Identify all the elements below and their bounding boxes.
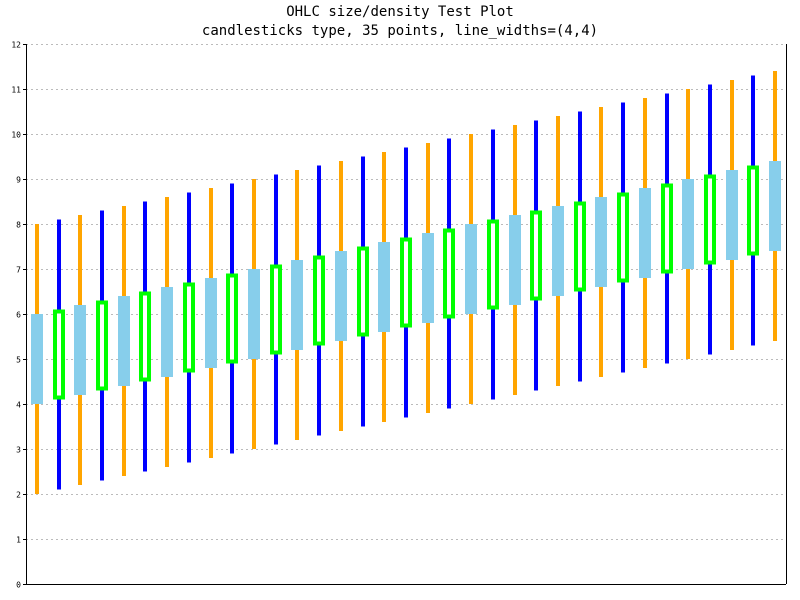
candlestick-down bbox=[661, 93, 673, 364]
y-tick-label: 6 bbox=[16, 311, 21, 320]
candle-body bbox=[96, 300, 108, 391]
y-tick-label: 12 bbox=[11, 41, 21, 50]
chart-subtitle: candlesticks type, 35 points, line_width… bbox=[201, 23, 599, 39]
candle-body bbox=[530, 210, 542, 301]
y-tick-label: 1 bbox=[16, 536, 21, 545]
candlestick-up bbox=[118, 206, 130, 476]
candlestick-up bbox=[465, 134, 477, 404]
y-tick-label: 11 bbox=[11, 86, 21, 95]
candlestick-down bbox=[226, 183, 238, 454]
candlestick-down bbox=[357, 156, 369, 427]
candlestick-up bbox=[726, 80, 738, 350]
candle-body bbox=[509, 215, 521, 305]
candlestick-up bbox=[205, 188, 217, 458]
candle-body bbox=[31, 314, 43, 404]
candle-body bbox=[661, 183, 673, 274]
candlestick-up bbox=[422, 143, 434, 413]
candlestick-up bbox=[682, 89, 694, 359]
candle-body bbox=[400, 237, 412, 328]
candlestick-up bbox=[595, 107, 607, 377]
candle-body bbox=[747, 165, 759, 256]
candle-body bbox=[465, 224, 477, 314]
candlestick-down bbox=[183, 192, 195, 463]
candle-body bbox=[205, 278, 217, 368]
candle-body bbox=[183, 282, 195, 373]
candlestick-down bbox=[400, 147, 412, 418]
candlestick-down bbox=[530, 120, 542, 391]
candlestick-up bbox=[378, 152, 390, 422]
candlestick-up bbox=[248, 179, 260, 449]
candlestick-down bbox=[747, 75, 759, 346]
y-tick-label: 0 bbox=[16, 581, 21, 590]
y-tick-label: 8 bbox=[16, 221, 21, 230]
candlestick-series bbox=[31, 71, 781, 494]
candle-body bbox=[118, 296, 130, 386]
candlestick-up bbox=[509, 125, 521, 395]
candle-body bbox=[574, 201, 586, 292]
candle-body bbox=[313, 255, 325, 346]
candle-body bbox=[617, 192, 629, 283]
candlestick-up bbox=[31, 224, 43, 494]
candlestick-down bbox=[574, 111, 586, 382]
y-tick-label: 4 bbox=[16, 401, 21, 410]
y-tick-label: 9 bbox=[16, 176, 21, 185]
candlestick-up bbox=[74, 215, 86, 485]
candlestick-down bbox=[443, 138, 455, 409]
candle-body bbox=[291, 260, 303, 350]
candle-body bbox=[443, 228, 455, 319]
candlestick-down bbox=[487, 129, 499, 400]
candlestick-down bbox=[704, 84, 716, 355]
candle-body bbox=[357, 246, 369, 337]
candlestick-up bbox=[769, 71, 781, 341]
candle-body bbox=[74, 305, 86, 395]
candle-body bbox=[270, 264, 282, 355]
candle-body bbox=[595, 197, 607, 287]
candle-body bbox=[682, 179, 694, 269]
candle-body bbox=[726, 170, 738, 260]
candlestick-down bbox=[617, 102, 629, 373]
candle-body bbox=[53, 309, 65, 400]
candlestick-up bbox=[639, 98, 651, 368]
candle-body bbox=[378, 242, 390, 332]
y-tick-label: 3 bbox=[16, 446, 21, 455]
y-tick-label: 7 bbox=[16, 266, 21, 275]
candle-body bbox=[639, 188, 651, 278]
candle-body bbox=[422, 233, 434, 323]
candle-body bbox=[248, 269, 260, 359]
candlestick-down bbox=[53, 219, 65, 490]
candlestick-down bbox=[313, 165, 325, 436]
candle-body bbox=[487, 219, 499, 310]
candle-body bbox=[226, 273, 238, 364]
candlestick-up bbox=[291, 170, 303, 440]
candle-body bbox=[552, 206, 564, 296]
candle-body bbox=[335, 251, 347, 341]
candlestick-up bbox=[161, 197, 173, 467]
chart-title: OHLC size/density Test Plot bbox=[286, 4, 514, 20]
candle-body bbox=[161, 287, 173, 377]
candlestick-down bbox=[139, 201, 151, 472]
candlestick-up bbox=[335, 161, 347, 431]
candlestick-up bbox=[552, 116, 564, 386]
y-tick-label: 5 bbox=[16, 356, 21, 365]
candle-body bbox=[769, 161, 781, 251]
candle-body bbox=[139, 291, 151, 382]
y-tick-label: 10 bbox=[11, 131, 21, 140]
y-tick-label: 2 bbox=[16, 491, 21, 500]
candle-body bbox=[704, 174, 716, 265]
candlestick-down bbox=[270, 174, 282, 445]
candlestick-down bbox=[96, 210, 108, 481]
